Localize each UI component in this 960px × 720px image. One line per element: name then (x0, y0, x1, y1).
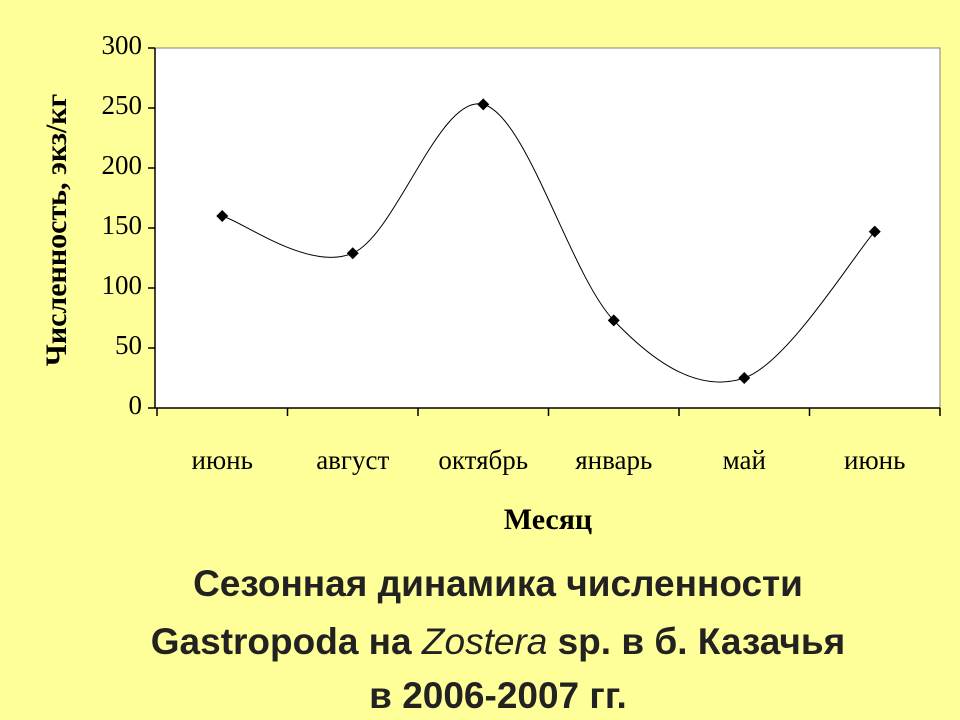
x-tick-label: июнь (844, 445, 905, 475)
caption-line: в 2006-2007 гг. (369, 675, 627, 716)
y-tick-label: 0 (129, 390, 143, 420)
plot-area (154, 47, 941, 409)
data-point (738, 372, 751, 384)
x-tick-label: июнь (192, 445, 253, 475)
caption-line: Gastropoda на Zostera sp. в б. Казачья (151, 621, 845, 662)
y-tick-label: 50 (115, 330, 142, 360)
caption-text: Gastropoda на (151, 621, 422, 662)
caption-text: в 2006-2007 гг. (369, 675, 627, 716)
x-tick-label: август (316, 445, 389, 475)
caption-text: Сезонная динамика численности (193, 563, 803, 604)
y-tick-label: 150 (102, 210, 143, 240)
caption-line: Сезонная динамика численности (193, 563, 803, 604)
data-point (868, 225, 881, 238)
y-tick-label: 100 (102, 270, 143, 300)
x-axis-label: Месяц (504, 503, 592, 536)
caption-text-italic: Zostera (421, 621, 547, 662)
x-tick-label: май (723, 445, 766, 475)
y-axis-label: Численность, экз/кг (40, 94, 73, 366)
data-point (607, 314, 620, 327)
x-tick-label: январь (575, 445, 652, 475)
x-tick-label: октябрь (438, 445, 528, 475)
y-tick-label: 250 (102, 90, 143, 120)
caption-text: sp. в б. Казачья (547, 621, 845, 662)
data-point (216, 210, 229, 222)
data-point (477, 98, 490, 111)
data-point (346, 247, 359, 260)
y-tick-label: 300 (102, 30, 143, 60)
y-tick-label: 200 (102, 150, 143, 180)
